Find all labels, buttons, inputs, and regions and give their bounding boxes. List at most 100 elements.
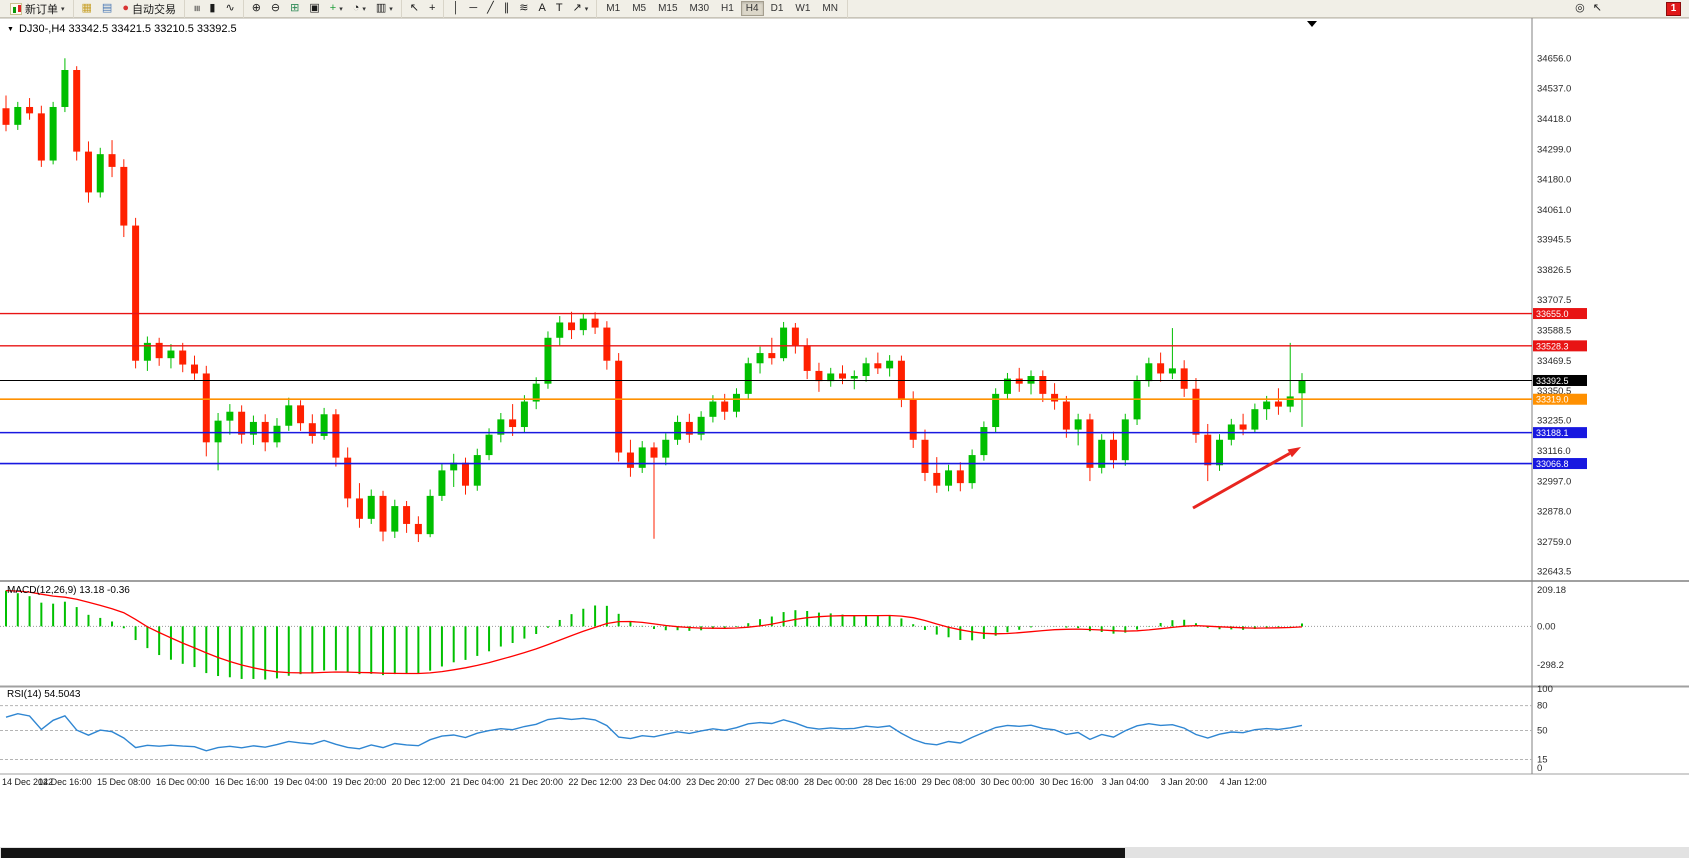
- cursor-group: ↖ +: [402, 0, 445, 18]
- timeframe-mn-button[interactable]: MN: [822, 3, 838, 14]
- hline-33392.5[interactable]: 33392.5: [0, 374, 1587, 386]
- main-toolbar: 新订单 ▾ ▦ ▤ ● 自动交易 ≡ ▮ ∿ ⊕ ⊖ ⊞ ▣ + ▾ ◔ ▾ ▥ ▾ ↖ + │ ─ ╱ ∥ ≋ A T ↗ ▾ M1 M5 M…: [0, 0, 1689, 18]
- svg-text:33188.1: 33188.1: [1536, 428, 1569, 438]
- text-button[interactable]: A: [534, 1, 549, 16]
- notification-badge[interactable]: 1: [1666, 1, 1681, 16]
- auto-trading-button[interactable]: ● 自动交易: [118, 1, 180, 16]
- svg-text:21 Dec 20:00: 21 Dec 20:00: [509, 777, 563, 787]
- svg-text:0: 0: [1537, 763, 1542, 774]
- svg-text:32997.0: 32997.0: [1537, 476, 1571, 487]
- chart-type-group: ≡ ▮ ∿: [185, 0, 244, 18]
- search-icon: ◎: [1575, 2, 1585, 14]
- bar-chart-button[interactable]: ≡: [189, 1, 203, 16]
- svg-text:23 Dec 04:00: 23 Dec 04:00: [627, 777, 681, 787]
- svg-text:15 Dec 08:00: 15 Dec 08:00: [97, 777, 151, 787]
- arrows-icon: ↗: [572, 2, 582, 14]
- auto-trading-button-label: 自动交易: [131, 3, 176, 16]
- svg-text:33945.5: 33945.5: [1537, 234, 1571, 245]
- svg-text:22 Dec 12:00: 22 Dec 12:00: [568, 777, 622, 787]
- timeframe-m15-button[interactable]: M15: [658, 3, 678, 14]
- line-chart-icon: ∿: [225, 2, 235, 14]
- price-axis[interactable]: 34656.0 34537.0 34418.0 34299.0 34180.0 34061…: [1537, 53, 1571, 577]
- label-button[interactable]: T: [552, 1, 567, 16]
- svg-text:33066.8: 33066.8: [1536, 459, 1569, 469]
- profiles-button[interactable]: ▤: [98, 1, 116, 16]
- window-group: ▦ ▤ ● 自动交易: [74, 0, 185, 18]
- hline-33655.0[interactable]: 33655.0: [0, 308, 1587, 320]
- hline-33319.0[interactable]: 33319.0: [0, 393, 1587, 405]
- zoom-out-button[interactable]: ⊖: [267, 1, 284, 16]
- svg-text:33588.5: 33588.5: [1537, 326, 1571, 337]
- horizontal-line-icon: ─: [469, 2, 478, 14]
- svg-text:16 Dec 00:00: 16 Dec 00:00: [156, 777, 210, 787]
- fibonacci-icon: ≋: [519, 2, 529, 14]
- price-tag: [1533, 393, 1587, 405]
- chart-collapse-icon[interactable]: ▼: [7, 25, 14, 33]
- svg-text:14 Dec 2022: 14 Dec 2022: [2, 777, 53, 787]
- trend-arrow-annotation[interactable]: [1192, 447, 1301, 510]
- horizontal-scrollbar[interactable]: [0, 846, 1689, 858]
- svg-text:32643.5: 32643.5: [1537, 566, 1571, 577]
- pointer-button[interactable]: ↖: [1589, 1, 1606, 16]
- channel-button[interactable]: ∥: [500, 1, 514, 16]
- draw-group: │ ─ ╱ ∥ ≋ A T ↗ ▾: [444, 0, 598, 18]
- macd-panel: 209.18 0.00 -298.2: [0, 585, 1566, 680]
- periods-icon: ◔: [352, 2, 360, 14]
- candlestick-chart-icon: ▮: [209, 2, 216, 14]
- svg-text:33469.5: 33469.5: [1537, 356, 1571, 367]
- svg-text:28 Dec 00:00: 28 Dec 00:00: [804, 777, 858, 787]
- svg-text:33235.0: 33235.0: [1537, 416, 1571, 427]
- svg-text:209.18: 209.18: [1537, 585, 1566, 596]
- timeframe-m1-button[interactable]: M1: [606, 3, 621, 14]
- chart-shift-marker[interactable]: [1307, 21, 1317, 27]
- templates-button[interactable]: ▥ ▾: [372, 1, 397, 16]
- templates-icon: ▥: [375, 2, 387, 14]
- price-tag: [1533, 340, 1587, 352]
- price-tag: [1533, 427, 1587, 439]
- line-chart-button[interactable]: ∿: [221, 1, 238, 16]
- horizontal-line-button[interactable]: ─: [465, 1, 481, 16]
- zoom-in-button[interactable]: ⊕: [248, 1, 265, 16]
- order-group: 新订单 ▾: [2, 0, 74, 18]
- candlestick-chart-button[interactable]: ▮: [205, 1, 219, 16]
- timeframe-m30-button[interactable]: M30: [689, 3, 709, 14]
- crosshair-button[interactable]: +: [425, 1, 439, 16]
- trendline-button[interactable]: ╱: [483, 1, 498, 16]
- search-button[interactable]: ◎: [1571, 1, 1589, 16]
- dropdown-icon: ▾: [61, 5, 65, 13]
- hline-33188.1[interactable]: 33188.1: [0, 427, 1587, 439]
- vertical-line-button[interactable]: │: [448, 1, 463, 16]
- svg-text:19 Dec 04:00: 19 Dec 04:00: [274, 777, 328, 787]
- rsi-panel: 100 80 50 150: [0, 684, 1553, 774]
- svg-text:0.00: 0.00: [1537, 621, 1556, 632]
- svg-text:100: 100: [1537, 684, 1553, 695]
- new-order-button[interactable]: 新订单 ▾: [6, 1, 69, 16]
- scrollbar-thumb[interactable]: [1, 848, 1125, 858]
- svg-text:34061.0: 34061.0: [1537, 205, 1571, 216]
- timeframe-m5-button[interactable]: M5: [632, 3, 647, 14]
- timeframe-h1-button[interactable]: H1: [721, 3, 734, 14]
- hline-33528.3[interactable]: 33528.3: [0, 340, 1587, 352]
- timeframe-h4-button[interactable]: H4: [740, 1, 764, 16]
- tile-windows-button[interactable]: ⊞: [286, 1, 303, 16]
- svg-text:34418.0: 34418.0: [1537, 114, 1571, 125]
- fibonacci-button[interactable]: ≋: [515, 1, 532, 16]
- cursor-button[interactable]: ↖: [406, 1, 423, 16]
- indicators-icon: +: [329, 2, 337, 14]
- hline-33066.8[interactable]: 33066.8: [0, 458, 1587, 470]
- arrows-button[interactable]: ↗ ▾: [569, 1, 593, 16]
- svg-text:33826.5: 33826.5: [1537, 265, 1571, 276]
- periods-button[interactable]: ◔ ▾: [349, 1, 370, 16]
- text-icon: A: [538, 2, 546, 14]
- indicators-button[interactable]: + ▾: [326, 1, 347, 16]
- zoom-out-icon: ⊖: [270, 2, 281, 14]
- svg-text:34299.0: 34299.0: [1537, 144, 1571, 155]
- timeframe-d1-button[interactable]: D1: [770, 3, 784, 14]
- charts-window-button[interactable]: ▦: [78, 1, 96, 16]
- profiles-icon: ▤: [101, 2, 113, 14]
- arrange-button[interactable]: ▣: [305, 1, 323, 16]
- svg-text:3 Jan 04:00: 3 Jan 04:00: [1102, 777, 1149, 787]
- timeframe-w1-button[interactable]: W1: [795, 3, 811, 14]
